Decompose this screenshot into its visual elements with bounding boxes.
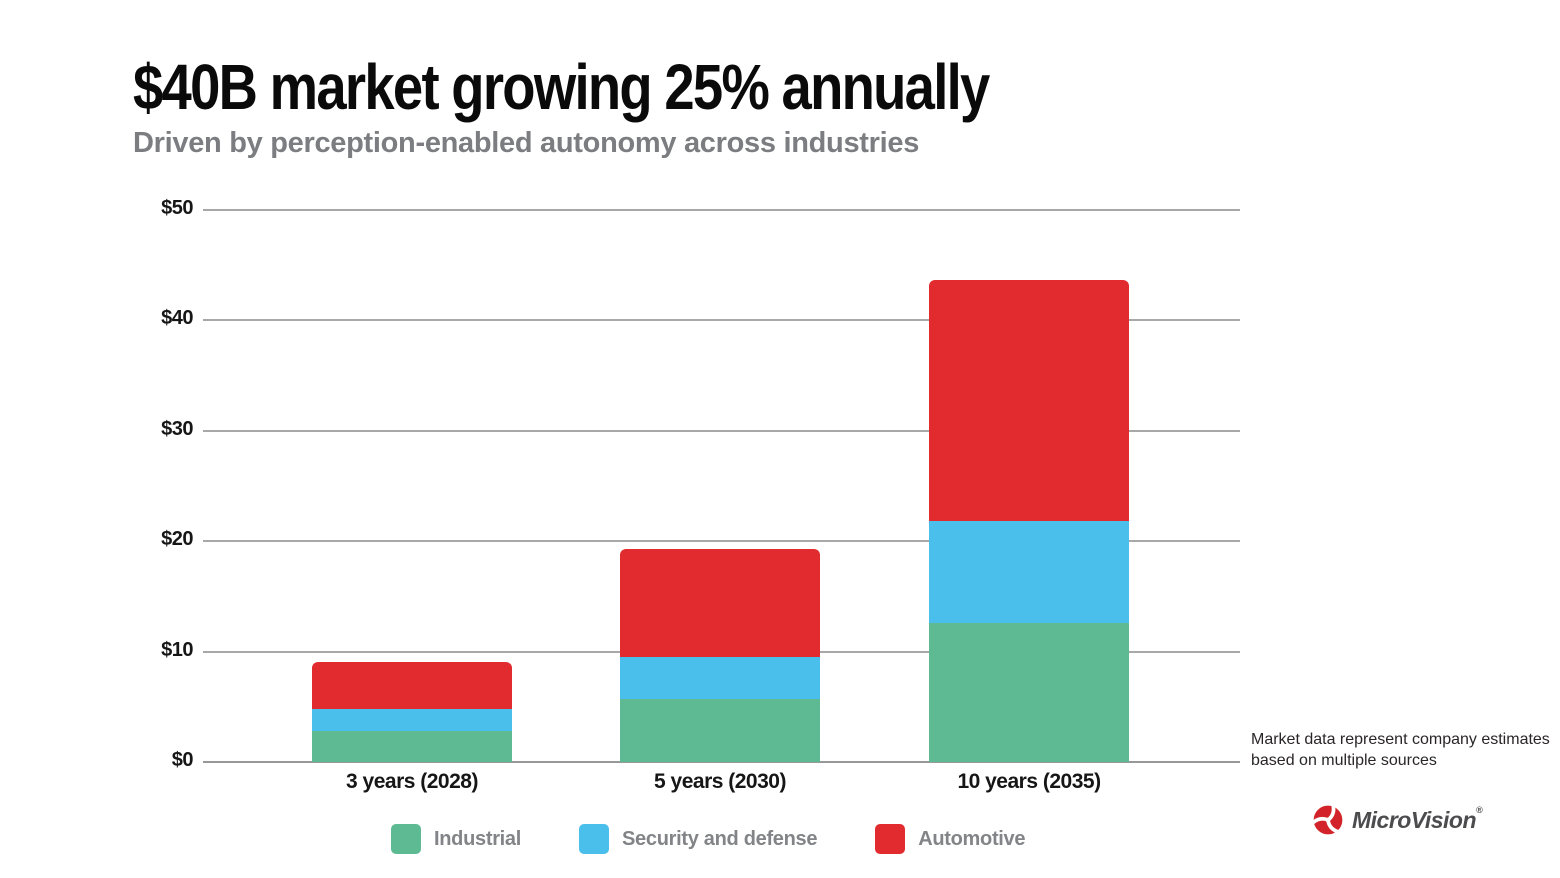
legend-label: Industrial [434, 827, 522, 850]
logo-wordmark: MicroVision® [1352, 804, 1483, 833]
x-axis-category-label: 5 years (2030) [654, 770, 786, 793]
bar-segment-industrial [620, 699, 820, 762]
y-axis-tick-label: $50 [161, 197, 193, 219]
bar-segment-security-and-defense [620, 657, 820, 700]
gridline [203, 540, 1240, 543]
legend-label: Automotive [918, 827, 1026, 850]
gridline [203, 209, 1240, 211]
x-axis-category-label: 10 years (2035) [957, 770, 1101, 793]
legend-label: Security and defense [622, 827, 818, 850]
legend-item-security-and-defense: Security and defense [579, 824, 818, 854]
legend-swatch [875, 824, 906, 854]
bar-segment-industrial [312, 731, 512, 762]
registered-trademark: ® [1476, 804, 1483, 815]
footnote-line: Market data represent company estimates [1251, 731, 1550, 748]
footnote-line: based on multiple sources [1251, 752, 1437, 769]
legend-swatch [391, 824, 421, 854]
legend-swatch [579, 824, 610, 854]
legend-item-automotive: Automotive [875, 824, 1026, 854]
x-axis-category-label: 3 years (2028) [346, 770, 478, 793]
microvision-swirl-icon [1311, 804, 1344, 836]
bar-segment-automotive [312, 661, 512, 709]
bar-segment-security-and-defense [312, 709, 512, 732]
bar-segment-automotive [620, 548, 820, 658]
slide-subtitle: Driven by perception-enabled autonomy ac… [133, 127, 920, 159]
bar-segment-automotive [929, 279, 1129, 522]
y-axis-tick-label: $0 [171, 749, 194, 771]
chart-legend: Industrial Security and defense Automotive [391, 824, 1026, 854]
y-axis-tick-label: $40 [161, 307, 193, 330]
bar-segment-security-and-defense [929, 521, 1129, 623]
gridline [203, 761, 1240, 763]
microvision-logo: MicroVision® [1311, 803, 1483, 837]
gridline [203, 429, 1240, 432]
y-axis-tick-label: $20 [161, 528, 193, 551]
bar-segment-industrial [929, 622, 1129, 762]
y-axis-tick-label: $10 [161, 638, 193, 661]
footnote: Market data represent company estimates … [1251, 729, 1550, 771]
y-axis-tick-label: $30 [161, 417, 193, 440]
gridline [203, 319, 1240, 322]
slide-title: $40B market growing 25% annually [133, 51, 990, 123]
legend-item-industrial: Industrial [391, 824, 521, 854]
